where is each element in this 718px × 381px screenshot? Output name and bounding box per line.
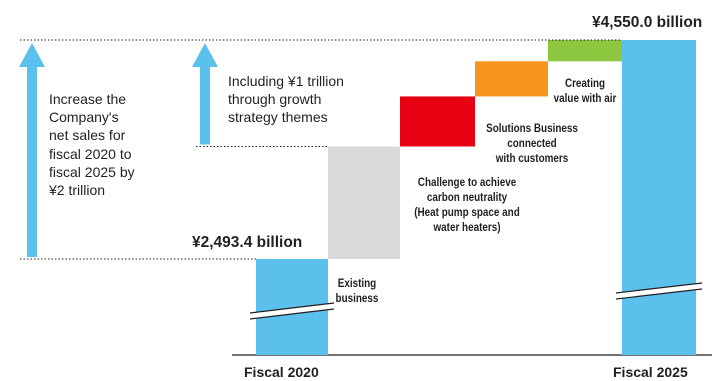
x-tick-fiscal-2020: Fiscal 2020: [244, 364, 319, 380]
step-label-line: business: [335, 292, 379, 305]
bar-fiscal-2025: [622, 40, 696, 355]
step-label-line: Solutions Business: [486, 123, 578, 135]
annotation-line: net sales for: [49, 127, 126, 144]
step-label-solutions-business: Solutions Business connected with custom…: [472, 122, 592, 167]
step-label-value-with-air: Creating value with air: [551, 77, 620, 107]
step-label-line: value with air: [553, 92, 617, 105]
step-label-line: with customers: [495, 152, 569, 165]
waterfall-step-4: [548, 40, 622, 62]
waterfall-step-1: [328, 146, 400, 259]
waterfall-step-3: [475, 61, 548, 97]
end-value-label: ¥4,550.0 billion: [592, 14, 703, 31]
step-label-line: water heaters): [433, 221, 501, 234]
annotation-total-increase: Increase the Company's net sales for fis…: [49, 90, 135, 199]
annotation-line: through growth: [228, 91, 322, 108]
x-tick-fiscal-2025: Fiscal 2025: [613, 364, 688, 380]
annotation-line: Company's: [49, 109, 119, 126]
annotation-growth-themes: Including ¥1 trillion through growth str…: [228, 72, 344, 127]
annotation-line: fiscal 2025 by: [49, 163, 135, 180]
waterfall-step-2: [400, 96, 475, 147]
arrow-growth-themes: [192, 43, 218, 145]
start-value-label: ¥2,493.4 billion: [192, 234, 303, 251]
annotation-line: strategy themes: [228, 109, 328, 126]
axis-break-fiscal-2020: [249, 302, 335, 320]
step-label-line: Challenge to achieve: [417, 177, 517, 189]
step-label-existing-business: Existing business: [327, 277, 387, 307]
annotation-line: fiscal 2020 to: [49, 145, 132, 162]
annotation-line: ¥2 trillion: [49, 181, 106, 198]
step-label-line: carbon neutrality: [426, 191, 508, 204]
step-label-line: Existing: [337, 278, 377, 290]
step-label-line: Creating: [564, 78, 606, 90]
arrow-total-increase: [19, 43, 45, 257]
axis-break-fiscal-2025: [615, 282, 703, 300]
step-label-carbon-neutrality: Challenge to achieve carbon neutrality (…: [403, 176, 532, 236]
step-label-line: (Heat pump space and: [414, 206, 520, 219]
annotation-line: Including ¥1 trillion: [228, 73, 344, 89]
step-label-line: connected: [507, 137, 557, 150]
annotation-line: Increase the: [49, 91, 127, 107]
